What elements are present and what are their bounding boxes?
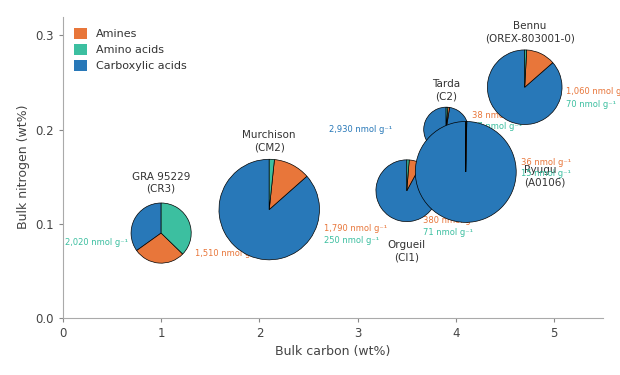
Text: 7,210 nmol g⁻¹: 7,210 nmol g⁻¹: [488, 69, 546, 78]
Text: 38 nmol g⁻¹: 38 nmol g⁻¹: [472, 111, 521, 120]
Text: 2,930 nmol g⁻¹: 2,930 nmol g⁻¹: [329, 125, 392, 134]
Wedge shape: [446, 107, 450, 130]
Wedge shape: [446, 107, 448, 130]
Wedge shape: [407, 160, 409, 191]
Text: Ryugu
(A0106): Ryugu (A0106): [524, 165, 565, 188]
Wedge shape: [161, 203, 191, 254]
Wedge shape: [131, 203, 161, 250]
Wedge shape: [269, 159, 275, 210]
Text: 1,510 nmol g⁻¹: 1,510 nmol g⁻¹: [195, 249, 258, 258]
Y-axis label: Bulk nitrogen (wt%): Bulk nitrogen (wt%): [17, 105, 30, 230]
Text: 36 nmol g⁻¹: 36 nmol g⁻¹: [521, 158, 571, 167]
Text: 250 nmol g⁻¹: 250 nmol g⁻¹: [324, 236, 379, 245]
Wedge shape: [525, 50, 526, 87]
Text: Tarda
(C2): Tarda (C2): [432, 79, 460, 101]
X-axis label: Bulk carbon (wt%): Bulk carbon (wt%): [275, 345, 391, 358]
Wedge shape: [269, 159, 307, 210]
Wedge shape: [376, 160, 438, 222]
Wedge shape: [487, 50, 562, 124]
Wedge shape: [136, 233, 183, 263]
Text: 15 nmol g⁻¹: 15 nmol g⁻¹: [521, 169, 570, 178]
Wedge shape: [525, 50, 553, 87]
Wedge shape: [415, 122, 516, 222]
Wedge shape: [466, 122, 467, 172]
Text: Bennu
(OREX-803001-0): Bennu (OREX-803001-0): [485, 21, 575, 44]
Wedge shape: [423, 107, 469, 152]
Text: 15,200
nmol g⁻¹: 15,200 nmol g⁻¹: [454, 153, 487, 172]
Text: 5,260
nmol g⁻¹: 5,260 nmol g⁻¹: [380, 172, 414, 191]
Text: 37 nmol g⁻¹: 37 nmol g⁻¹: [472, 122, 521, 131]
Text: 71 nmol g⁻¹: 71 nmol g⁻¹: [423, 228, 473, 237]
Wedge shape: [407, 160, 422, 191]
Text: GRA 95229
(CR3): GRA 95229 (CR3): [132, 172, 190, 194]
Legend: Amines, Amino acids, Carboxylic acids: Amines, Amino acids, Carboxylic acids: [68, 22, 193, 76]
Text: 70 nmol g⁻¹: 70 nmol g⁻¹: [566, 100, 616, 109]
Text: 1,790 nmol g⁻¹: 1,790 nmol g⁻¹: [324, 224, 387, 233]
Text: 2,020 nmol g⁻¹: 2,020 nmol g⁻¹: [64, 238, 128, 247]
Text: 1,060 nmol g⁻¹: 1,060 nmol g⁻¹: [566, 87, 620, 96]
Text: 380 nmol g⁻¹: 380 nmol g⁻¹: [423, 216, 479, 225]
Text: Orgueil
(CI1): Orgueil (CI1): [388, 240, 426, 262]
Text: Murchison
(CM2): Murchison (CM2): [242, 130, 296, 152]
Wedge shape: [219, 159, 319, 260]
Text: 1,890 nmol g⁻¹: 1,890 nmol g⁻¹: [138, 217, 195, 226]
Text: 13,100 nmol g⁻¹: 13,100 nmol g⁻¹: [233, 191, 296, 200]
